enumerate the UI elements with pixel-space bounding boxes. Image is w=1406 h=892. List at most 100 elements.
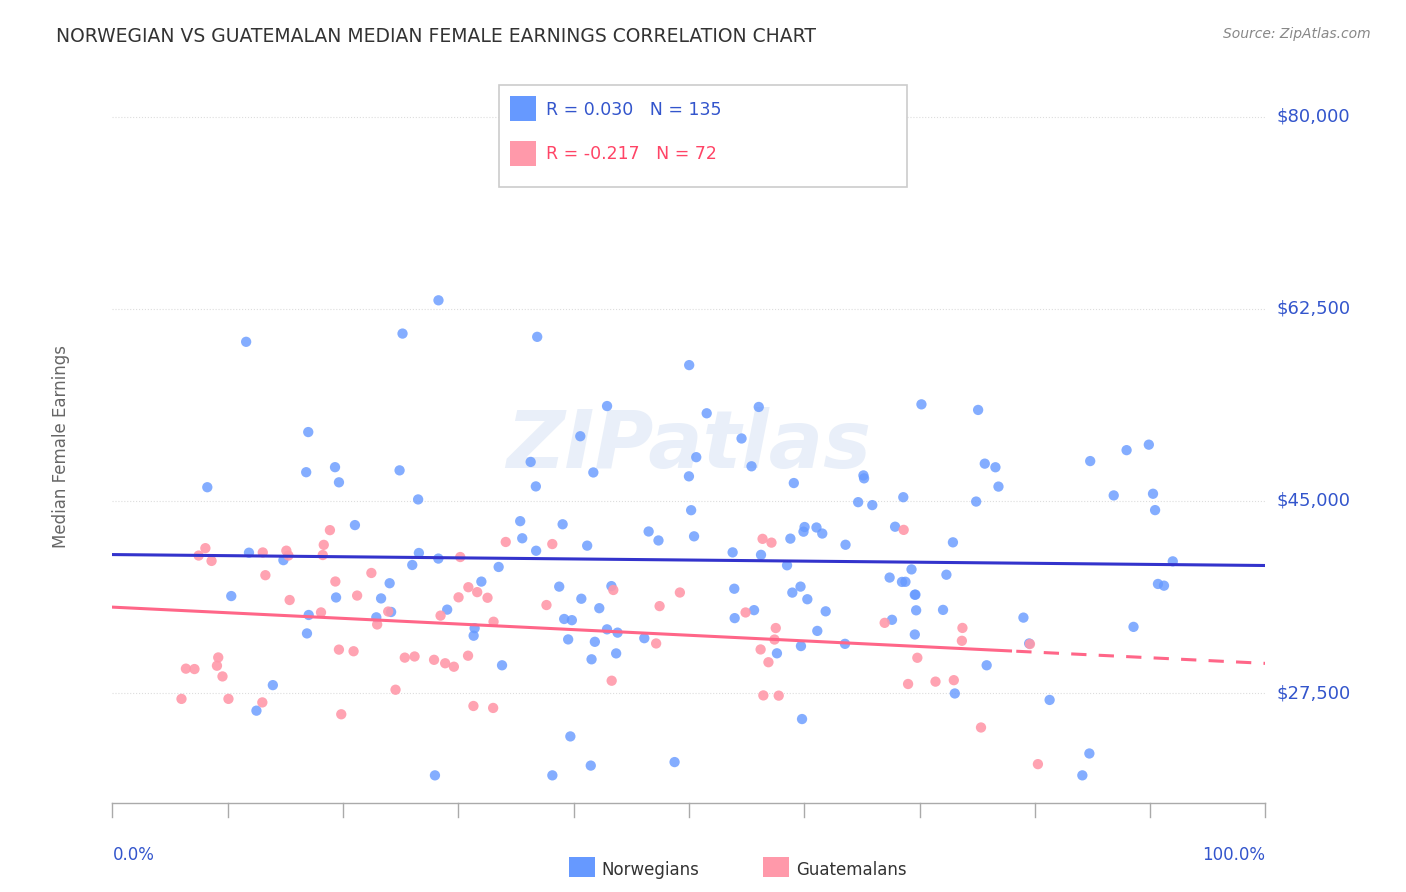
Point (254, 568, 277, 582)
Point (278, 593, 301, 607)
Point (965, 494, 987, 508)
Point (207, 650, 229, 665)
Point (1102, 488, 1125, 502)
Point (384, 682, 406, 697)
Point (200, 554, 222, 568)
Point (904, 588, 927, 602)
Point (463, 629, 485, 643)
Point (1161, 554, 1184, 568)
Point (894, 574, 917, 589)
Point (380, 605, 402, 619)
Point (751, 532, 773, 546)
Point (360, 566, 382, 580)
Point (761, 535, 783, 549)
Point (470, 574, 492, 589)
Point (1147, 577, 1170, 591)
Point (187, 549, 209, 563)
Point (401, 558, 423, 572)
Point (464, 621, 486, 635)
Point (806, 520, 828, 534)
Point (1071, 768, 1094, 782)
Point (541, 537, 564, 551)
Point (217, 692, 239, 706)
Point (325, 591, 347, 605)
Point (394, 650, 416, 665)
Point (309, 606, 332, 620)
Point (262, 678, 284, 692)
Point (766, 646, 789, 660)
Point (884, 519, 907, 533)
Point (852, 468, 875, 483)
Point (1115, 443, 1137, 458)
Point (583, 635, 606, 649)
Point (1018, 636, 1040, 650)
Point (905, 650, 928, 665)
Point (536, 598, 558, 612)
Point (834, 538, 856, 552)
Point (1122, 620, 1144, 634)
Point (904, 588, 927, 602)
Point (741, 459, 763, 474)
Point (404, 649, 426, 664)
Point (645, 636, 668, 650)
Point (235, 334, 257, 349)
Point (730, 432, 752, 446)
Text: R = 0.030   N = 135: R = 0.030 N = 135 (546, 101, 721, 119)
Point (346, 589, 368, 603)
Point (551, 517, 574, 532)
Point (1153, 579, 1175, 593)
Point (814, 604, 837, 618)
Point (905, 603, 928, 617)
Text: R = -0.217   N = 72: R = -0.217 N = 72 (546, 145, 717, 163)
Point (952, 621, 974, 635)
Point (370, 591, 392, 606)
Point (1144, 503, 1167, 517)
Point (734, 606, 756, 620)
Point (557, 632, 579, 647)
Point (488, 560, 510, 574)
Point (973, 457, 995, 471)
Point (183, 662, 205, 676)
Point (1078, 454, 1101, 468)
Point (792, 524, 814, 539)
Point (723, 582, 745, 596)
Text: ZIPatlas: ZIPatlas (506, 407, 872, 485)
Point (943, 686, 966, 700)
Point (482, 615, 505, 629)
Text: $27,500: $27,500 (1277, 684, 1351, 702)
Point (524, 543, 547, 558)
Point (553, 612, 575, 626)
Point (768, 689, 790, 703)
Point (605, 647, 627, 661)
Point (596, 623, 619, 637)
Text: 0.0%: 0.0% (112, 846, 155, 863)
Point (749, 548, 772, 562)
Point (548, 580, 571, 594)
Point (742, 603, 765, 617)
Point (457, 648, 479, 663)
Point (328, 475, 350, 490)
Point (427, 293, 450, 308)
Point (779, 532, 801, 546)
Text: $45,000: $45,000 (1277, 491, 1351, 510)
Point (195, 480, 218, 494)
Point (606, 625, 628, 640)
Point (602, 582, 624, 597)
Text: Median Female Earnings: Median Female Earnings (52, 344, 70, 548)
Point (495, 535, 517, 549)
Point (582, 466, 605, 480)
Point (434, 657, 457, 671)
Point (312, 538, 335, 552)
Point (648, 599, 671, 613)
Point (681, 503, 703, 517)
Point (678, 469, 700, 483)
Point (423, 653, 446, 667)
Point (1026, 757, 1049, 772)
Point (465, 585, 488, 599)
Point (408, 546, 430, 560)
Point (391, 326, 413, 341)
Text: Guatemalans: Guatemalans (796, 861, 907, 879)
Point (891, 490, 914, 504)
Point (378, 576, 401, 591)
Point (897, 677, 920, 691)
